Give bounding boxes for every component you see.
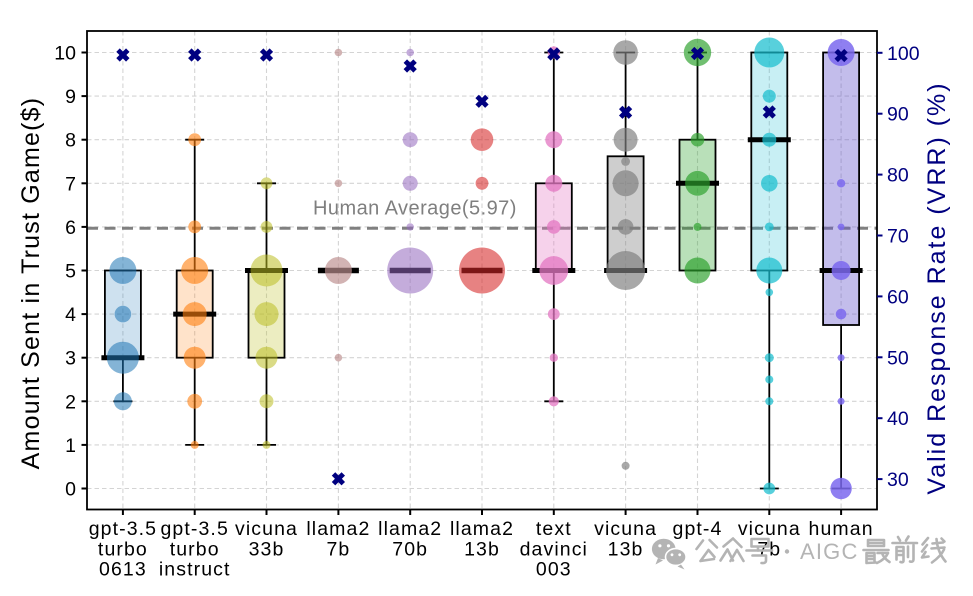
svg-text:text: text	[536, 518, 572, 540]
svg-text:70b: 70b	[392, 538, 428, 560]
svg-text:40: 40	[887, 408, 909, 430]
svg-text:13b: 13b	[608, 538, 644, 560]
svg-text:90: 90	[887, 104, 909, 126]
svg-text:llama2: llama2	[306, 518, 370, 540]
svg-text:0: 0	[65, 479, 76, 501]
svg-text:gpt-4: gpt-4	[673, 518, 723, 540]
svg-text:gpt-3.5: gpt-3.5	[89, 518, 157, 540]
svg-text:3: 3	[65, 348, 76, 370]
svg-text:Amount Sent in Trust Game($): Amount Sent in Trust Game($)	[17, 97, 45, 470]
svg-text:llama2: llama2	[450, 518, 514, 540]
svg-text:vicuna: vicuna	[738, 518, 801, 540]
svg-text:AIGC: AIGC	[800, 539, 859, 564]
svg-text:80: 80	[887, 165, 909, 187]
svg-text:33b: 33b	[249, 538, 285, 560]
svg-text:human: human	[809, 518, 874, 540]
svg-text:70: 70	[887, 226, 909, 248]
svg-text:Human Average(5.97): Human Average(5.97)	[313, 198, 517, 220]
svg-text:1: 1	[65, 435, 76, 457]
svg-text:30: 30	[887, 469, 909, 491]
svg-text:vicuna: vicuna	[594, 518, 657, 540]
svg-text:davinci: davinci	[520, 538, 588, 560]
svg-text:2: 2	[65, 391, 76, 413]
svg-text:13b: 13b	[464, 538, 500, 560]
svg-text:gpt-3.5: gpt-3.5	[160, 518, 228, 540]
svg-text:vicuna: vicuna	[235, 518, 298, 540]
svg-text:4: 4	[65, 304, 76, 326]
svg-text:7b: 7b	[326, 538, 350, 560]
svg-text:6: 6	[65, 217, 76, 239]
svg-text:50: 50	[887, 347, 909, 369]
svg-text:turbo: turbo	[170, 538, 220, 560]
svg-text:9: 9	[65, 86, 76, 108]
svg-text:5: 5	[65, 261, 76, 283]
svg-text:0613: 0613	[99, 559, 147, 581]
svg-text:8: 8	[65, 130, 76, 152]
svg-text:10: 10	[54, 43, 76, 65]
svg-text:003: 003	[536, 559, 572, 581]
svg-text:instruct: instruct	[159, 559, 231, 581]
svg-text:100: 100	[887, 43, 920, 65]
svg-text:Valid Response Rate (VRR) (%): Valid Response Rate (VRR) (%)	[923, 81, 951, 494]
svg-text:turbo: turbo	[98, 538, 148, 560]
svg-text:7: 7	[65, 173, 76, 195]
svg-text:llama2: llama2	[378, 518, 442, 540]
svg-text:60: 60	[887, 286, 909, 308]
